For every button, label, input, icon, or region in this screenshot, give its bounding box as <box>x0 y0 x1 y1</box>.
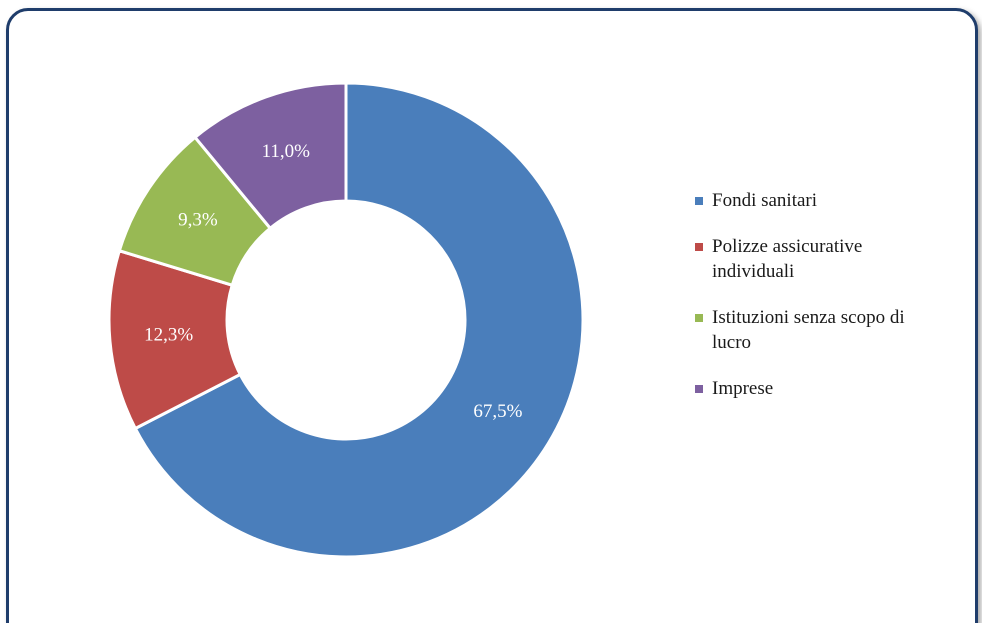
legend-entry: Istituzioni senza scopo di lucro <box>695 305 927 355</box>
legend-label: Imprese <box>712 378 774 399</box>
legend-label: Fondi sanitari <box>712 190 818 211</box>
data-label: 67,5% <box>473 401 522 422</box>
donut-segment <box>133 81 585 559</box>
legend-entry: Fondi sanitari <box>695 188 927 213</box>
legend-swatch <box>695 197 703 205</box>
legend-entry: Polizze assicurative individuali <box>695 234 927 284</box>
legend-swatch <box>695 243 703 251</box>
legend: Fondi sanitari Polizze assicurative indiv… <box>695 188 927 422</box>
legend-entry: Imprese <box>695 376 927 401</box>
legend-label: Polizze assicurative individuali <box>712 236 863 282</box>
data-label: 9,3% <box>178 210 218 231</box>
donut-segment <box>192 81 348 231</box>
legend-swatch <box>695 314 703 322</box>
data-label: 12,3% <box>144 324 193 345</box>
legend-swatch <box>695 385 703 393</box>
legend-label: Istituzioni senza scopo di lucro <box>712 307 905 353</box>
data-label: 11,0% <box>262 141 311 162</box>
